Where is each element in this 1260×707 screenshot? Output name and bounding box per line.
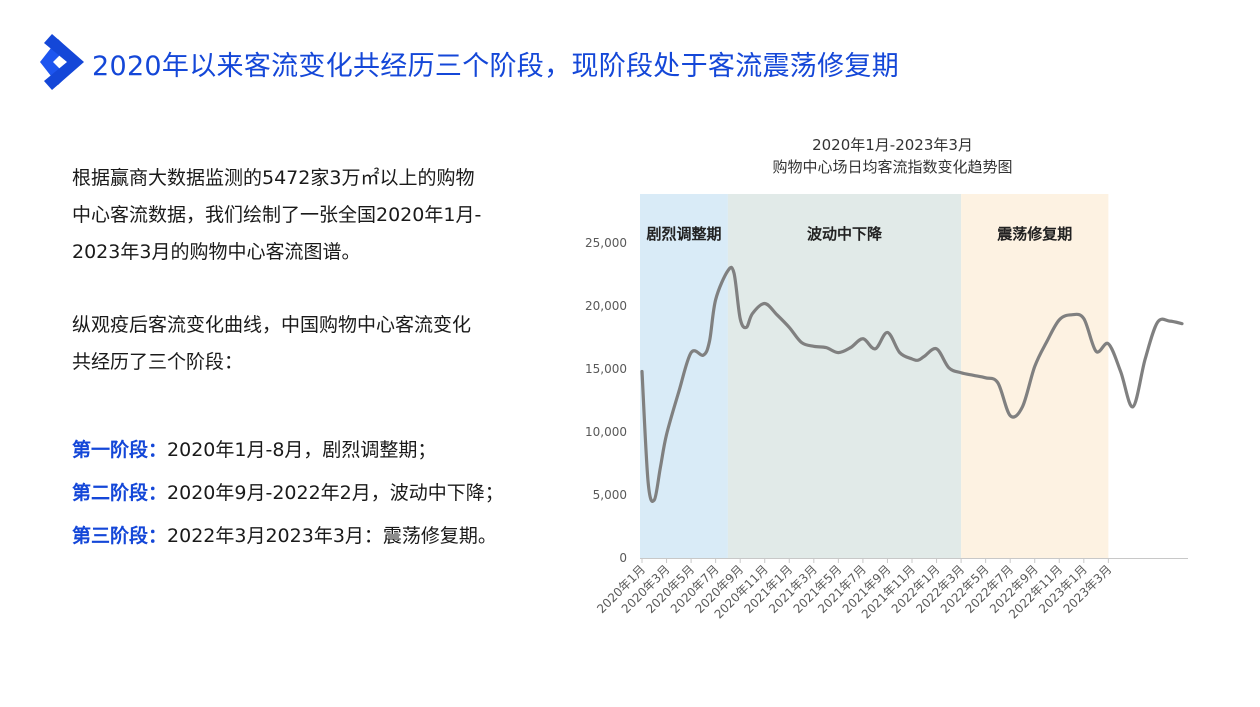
chart-title-line: 2020年1月-2023年3月 xyxy=(812,136,973,154)
chevron-logo-icon xyxy=(40,34,84,90)
phase-label: 震荡修复期 xyxy=(997,225,1072,243)
stage-item: 第二阶段：2020年9月-2022年2月，波动中下降； xyxy=(72,472,552,515)
stage-label: 第三阶段 xyxy=(72,525,149,547)
paragraph-line: 中心客流数据，我们绘制了一张全国2020年1月- xyxy=(72,204,482,226)
paragraph-line: 根据赢商大数据监测的5472家3万㎡以上的购物 xyxy=(72,167,475,189)
description-text: 根据赢商大数据监测的5472家3万㎡以上的购物 中心客流数据，我们绘制了一张全国… xyxy=(72,160,552,558)
phase-label: 波动中下降 xyxy=(807,225,883,243)
chart-subtitle-line: 购物中心场日均客流指数变化趋势图 xyxy=(772,158,1013,176)
y-tick-label: 15,000 xyxy=(585,362,627,376)
y-tick-label: 25,000 xyxy=(585,236,627,250)
stage-item: 第三阶段：2022年3月2023年3月：震荡修复期。 xyxy=(72,515,552,558)
phase-band xyxy=(727,194,962,558)
stage-text: 2020年9月-2022年2月，波动中下降； xyxy=(167,482,504,504)
stage-item: 第一阶段：2020年1月-8月，剧烈调整期； xyxy=(72,429,552,472)
y-tick-label: 0 xyxy=(619,551,627,565)
stage-label: 第一阶段 xyxy=(72,439,149,461)
phase-band xyxy=(961,194,1109,558)
stage-text: 2020年1月-8月，剧烈调整期； xyxy=(167,439,437,461)
y-tick-label: 5,000 xyxy=(593,488,627,502)
stage-separator: ： xyxy=(148,439,168,461)
paragraph-line: 纵观疫后客流变化曲线，中国购物中心客流变化 xyxy=(72,314,472,336)
stage-label: 第二阶段 xyxy=(72,482,149,504)
paragraph-line: 2023年3月的购物中心客流图谱。 xyxy=(72,241,361,263)
stage-separator: ： xyxy=(148,482,168,504)
stage-separator: ： xyxy=(148,525,168,547)
series-line xyxy=(640,265,1184,503)
page-title: 2020年以来客流变化共经历三个阶段，现阶段处于客流震荡修复期 xyxy=(92,51,900,82)
y-tick-label: 10,000 xyxy=(585,425,627,439)
y-tick-label: 20,000 xyxy=(585,299,627,313)
stage-text: 2022年3月2023年3月：震荡修复期。 xyxy=(167,525,497,547)
paragraph-line: 共经历了三个阶段： xyxy=(72,351,244,373)
phase-label: 剧烈调整期 xyxy=(646,225,721,243)
